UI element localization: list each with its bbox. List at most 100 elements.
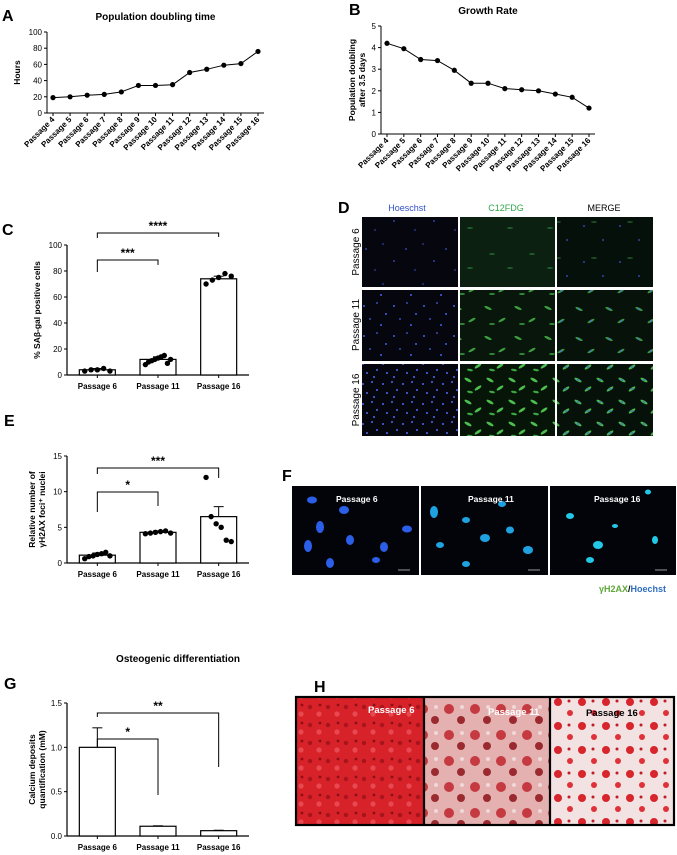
panel-d-column-merge: MERGE xyxy=(587,203,620,213)
data-point xyxy=(162,528,169,534)
y-axis-label: Population doublingafter 3.5 days xyxy=(347,39,367,121)
legend-separator: / xyxy=(628,584,631,594)
data-point xyxy=(82,556,88,562)
bar xyxy=(78,746,116,837)
significance-label: * xyxy=(125,725,130,739)
panel-d-column-hoechst: Hoeschst xyxy=(388,203,426,213)
micrograph-c12fdg-p6 xyxy=(460,217,555,287)
data-point xyxy=(215,274,222,281)
significance-bracket xyxy=(96,738,159,795)
data-point xyxy=(213,521,219,527)
micrograph-merge-p11 xyxy=(557,290,653,361)
y-tick-label: 3 xyxy=(372,65,377,74)
gh2ax-legend: γH2AX/Hoechst xyxy=(599,584,666,594)
y-tick-label: 80 xyxy=(33,44,42,53)
data-point xyxy=(98,551,105,557)
significance-bracket xyxy=(96,491,159,512)
data-point xyxy=(147,530,154,536)
x-tick-label: Passage 11 xyxy=(136,382,180,391)
data-point xyxy=(118,89,124,95)
y-tick-label: 4 xyxy=(372,44,377,53)
panel-d-column-c12fdg: C12FDG xyxy=(488,203,524,213)
data-point xyxy=(223,537,229,543)
data-point xyxy=(519,87,525,93)
data-point xyxy=(90,553,96,559)
panel-d-row-passage-16: Passage 16 xyxy=(351,373,362,426)
y-tick-label: 0 xyxy=(372,130,377,139)
data-point xyxy=(221,62,227,68)
data-point xyxy=(228,538,234,545)
panel-d-microscopy-grid: Hoeschst C12FDG MERGE Passage 6 Passage … xyxy=(351,203,653,436)
data-point xyxy=(586,105,592,111)
alizarin-image-p16 xyxy=(550,697,674,825)
data-point xyxy=(228,273,234,279)
chart-gh2ax-foci: 0 5 10 15 Relative number ofγH2AX foci⁺ nucl… xyxy=(27,452,249,579)
panel-label-f: F xyxy=(282,468,292,485)
y-tick-label: 5 xyxy=(372,22,377,31)
nuclei-p11 xyxy=(430,501,533,567)
data-point xyxy=(418,56,424,63)
legend-hoechst: Hoechst xyxy=(630,584,666,594)
panel-d-row-passage-6: Passage 6 xyxy=(351,228,362,276)
data-point xyxy=(384,40,390,46)
data-point xyxy=(203,281,209,287)
y-tick-label: 60 xyxy=(33,60,42,69)
data-point xyxy=(94,551,101,558)
data-point xyxy=(169,82,176,88)
data-point xyxy=(157,528,164,535)
significance-label: *** xyxy=(151,454,165,468)
y-tick-label: 40 xyxy=(33,77,42,86)
alizarin-image-p6 xyxy=(296,697,424,825)
chart-title: Population doubling time xyxy=(96,12,216,23)
data-point xyxy=(152,529,159,536)
data-point xyxy=(88,367,94,373)
significance-label: **** xyxy=(149,219,168,233)
data-point xyxy=(434,57,441,64)
micrograph-hoechst-p11 xyxy=(362,290,458,361)
significance-label: ** xyxy=(153,699,163,713)
data-point xyxy=(451,67,457,73)
panel-h-alizarin-images: Passage 6 Passage 11 Passage 16 xyxy=(294,695,676,827)
y-tick-label: 5 xyxy=(58,523,63,532)
bar xyxy=(139,825,177,837)
alizarin-image-p11 xyxy=(424,697,550,825)
y-tick-label: 0.5 xyxy=(51,788,63,797)
panel-label-e: E xyxy=(4,413,15,430)
panel-f-gh2ax-images: Passage 6 Passage 11 Passage 16 γH2AX/Ho… xyxy=(292,486,676,594)
significance-bracket xyxy=(96,467,220,478)
data-point xyxy=(94,367,101,373)
y-tick-label: 1 xyxy=(372,108,377,117)
data-point xyxy=(67,94,73,100)
significance-label: *** xyxy=(121,246,135,260)
x-tick-label: Passage 6 xyxy=(78,570,118,579)
data-point xyxy=(204,66,210,72)
data-point xyxy=(218,524,224,531)
gh2ax-image-p11 xyxy=(421,486,548,575)
micrograph-c12fdg-p16 xyxy=(460,364,555,436)
y-tick-label: 15 xyxy=(53,452,62,461)
data-point xyxy=(552,91,558,97)
panel-label-c: C xyxy=(2,222,14,239)
micrograph-hoechst-p16 xyxy=(362,364,458,436)
data-point xyxy=(161,352,167,359)
y-axis-label: Hours xyxy=(12,60,22,85)
data-point xyxy=(485,80,491,86)
data-point xyxy=(152,82,159,89)
y-tick-label: 100 xyxy=(49,241,63,250)
x-tick-label: Passage 16 xyxy=(197,843,241,852)
data-point xyxy=(187,69,193,76)
panel-label-a: A xyxy=(2,8,14,25)
y-tick-label: 0 xyxy=(58,559,63,568)
y-tick-label: 40 xyxy=(53,319,62,328)
gh2ax-image-p16 xyxy=(550,486,676,575)
y-tick-label: 80 xyxy=(53,267,62,276)
data-point xyxy=(502,86,508,92)
bar xyxy=(200,830,238,837)
chart-title: Growth Rate xyxy=(458,6,518,17)
data-point xyxy=(535,88,542,94)
panel-label-b: B xyxy=(349,2,361,19)
alizarin-image-label-p16: Passage 16 xyxy=(586,708,638,719)
data-point xyxy=(82,368,88,374)
x-tick-label: Passage 16 xyxy=(197,570,241,579)
chart-title: Osteogenic differentiation xyxy=(116,654,240,665)
